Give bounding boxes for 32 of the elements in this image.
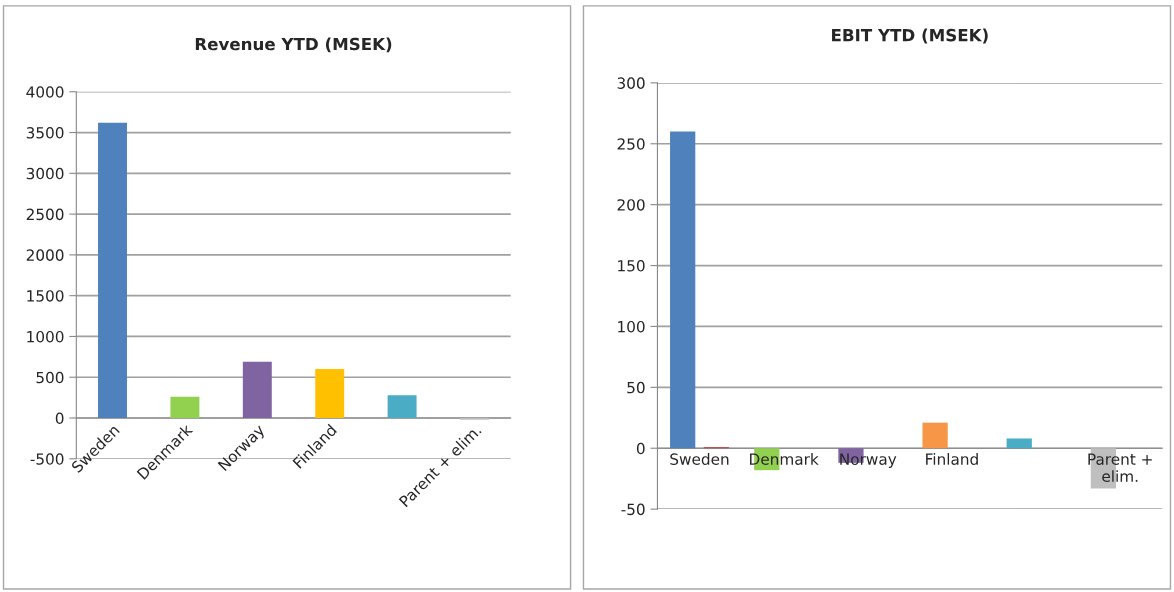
y-tick-label: 2500 xyxy=(26,208,64,221)
y-tick-label: 200 xyxy=(617,199,645,211)
bar xyxy=(170,396,200,419)
y-tick-label: 2000 xyxy=(26,249,64,261)
chart-title: EBIT YTD (MSEK) xyxy=(832,28,988,44)
x-tick-label: Finland xyxy=(926,453,978,465)
y-tick-label: 250 xyxy=(617,138,645,150)
y-tick-label: -50 xyxy=(621,503,645,516)
y-tick-label: -500 xyxy=(30,453,64,465)
y-tick-label: 4000 xyxy=(26,86,64,98)
y-tick-label: 1500 xyxy=(27,290,64,302)
y-tick-label: 0 xyxy=(636,442,645,455)
bar xyxy=(242,361,272,419)
bar xyxy=(98,122,127,419)
y-tick-label: 150 xyxy=(618,260,645,272)
chart-title: Revenue YTD (MSEK) xyxy=(195,37,392,53)
x-tick-label: Norway xyxy=(840,453,897,468)
y-tick-label: 50 xyxy=(627,381,645,394)
y-tick-label: 3000 xyxy=(26,167,64,180)
y-tick-label: 0 xyxy=(55,412,64,425)
bar xyxy=(1006,438,1032,449)
y-tick-label: 100 xyxy=(618,320,645,333)
y-tick-label: 500 xyxy=(36,371,64,384)
bar xyxy=(922,422,948,449)
bar xyxy=(315,369,345,419)
bar xyxy=(387,395,417,419)
x-tick-label: Sweden xyxy=(670,453,729,465)
y-tick-label: 3500 xyxy=(26,127,64,139)
bar xyxy=(670,131,696,449)
y-tick-label: 1000 xyxy=(27,330,64,343)
x-tick-label: Parent + elim. xyxy=(1088,453,1152,483)
y-tick-label: 300 xyxy=(617,77,645,89)
